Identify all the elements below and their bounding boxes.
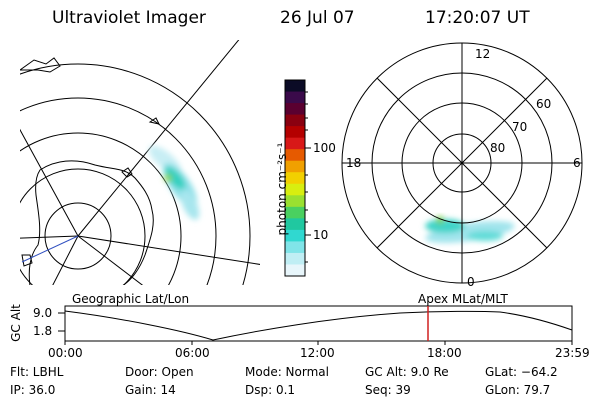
lat-label-80: 80: [490, 141, 506, 155]
x-tick-1800: 18:00: [427, 346, 462, 360]
colorbar-unit-label: photon cm⁻²s⁻¹: [275, 142, 289, 236]
colorbar-segment: [285, 252, 305, 265]
polar-plot: [341, 42, 583, 284]
date-label: 26 Jul 07: [280, 8, 355, 28]
map-aurora: [148, 145, 200, 220]
colorbar-segment: [285, 80, 305, 93]
colorbar-segment: [285, 91, 305, 104]
instrument-title: Ultraviolet Imager: [52, 8, 206, 28]
glon-info: GLon: 79.7: [485, 383, 551, 397]
colorbar-segment: [285, 160, 305, 173]
geographic-map: [20, 40, 260, 285]
map-latitude-circles: [20, 63, 251, 285]
lat-label-60: 60: [536, 97, 552, 111]
colorbar-segment: [285, 114, 305, 127]
mlt-label-0: 0: [467, 275, 475, 289]
colorbar-segment: [285, 229, 305, 242]
colorbar-tick-100: 100: [313, 141, 336, 155]
altitude-curve: [64, 310, 573, 341]
map-meridians: [20, 40, 260, 285]
timeline-plot: [58, 305, 573, 345]
colorbar-segment: [285, 206, 305, 219]
lat-label-70: 70: [512, 120, 528, 134]
mlt-label-12: 12: [475, 47, 491, 61]
geographic-caption: Geographic Lat/Lon: [72, 292, 190, 306]
mlt-label-6: 6: [573, 156, 581, 170]
colorbar: [285, 80, 305, 277]
x-tick-2359: 23:59: [555, 346, 590, 360]
gain-info: Gain: 14: [125, 383, 176, 397]
x-tick-0000: 00:00: [48, 346, 83, 360]
antarctica-coastline: [28, 160, 154, 285]
colorbar-segment: [285, 195, 305, 208]
colorbar-segment: [285, 137, 305, 150]
polar-aurora: [425, 216, 515, 243]
colorbar-segment: [285, 241, 305, 254]
filter-info: Flt: LBHL: [10, 365, 64, 379]
x-tick-0600: 06:00: [175, 346, 210, 360]
colorbar-segment: [285, 126, 305, 139]
y-tick-1.8: 1.8: [33, 324, 53, 338]
gc-alt-axis-label: GC Alt: [9, 304, 23, 342]
mode-info: Mode: Normal: [245, 365, 329, 379]
colorbar-segment: [285, 149, 305, 162]
colorbar-tick-10: 10: [313, 228, 329, 242]
ip-info: IP: 36.0: [10, 383, 56, 397]
y-tick-9: 9.0: [33, 306, 53, 320]
apex-caption: Apex MLat/MLT: [418, 292, 508, 306]
colorbar-segment: [285, 218, 305, 231]
dsp-info: Dsp: 0.1: [245, 383, 296, 397]
time-label: 17:20:07 UT: [425, 8, 530, 28]
mlt-label-18: 18: [346, 156, 362, 170]
colorbar-segment: [285, 183, 305, 196]
colorbar-segment: [285, 172, 305, 185]
gc-alt-info: GC Alt: 9.0 Re: [365, 365, 449, 379]
colorbar-segment: [285, 103, 305, 116]
seq-info: Seq: 39: [365, 383, 411, 397]
colorbar-segment: [285, 264, 305, 277]
x-tick-1200: 12:00: [300, 346, 335, 360]
door-info: Door: Open: [125, 365, 194, 379]
glat-info: GLat: −64.2: [485, 365, 558, 379]
